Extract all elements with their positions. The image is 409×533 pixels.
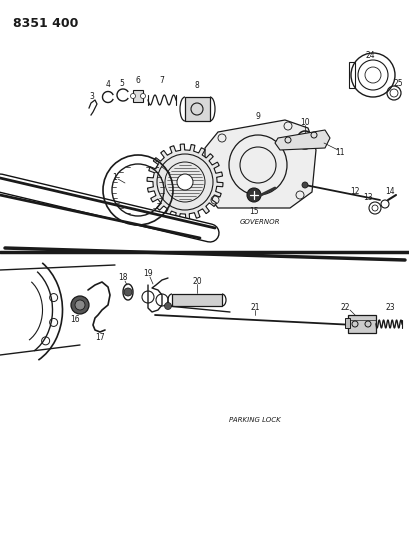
Text: 22: 22 [339,303,349,312]
Text: 23: 23 [384,303,394,312]
Text: 8: 8 [194,80,199,90]
Text: GOVERNOR: GOVERNOR [239,219,280,225]
Text: 24: 24 [364,51,374,60]
Text: 3: 3 [89,92,94,101]
Bar [347,315,375,333]
Text: 7: 7 [159,76,164,85]
Bar [344,318,349,328]
Text: 8351 400: 8351 400 [13,17,78,30]
Circle shape [164,303,171,310]
Text: 6: 6 [135,76,140,85]
Bar [172,294,221,306]
Circle shape [177,174,193,190]
Circle shape [246,188,261,202]
Text: 15: 15 [249,207,258,216]
Polygon shape [204,120,315,208]
Text: 12: 12 [349,188,359,197]
Text: 5: 5 [119,78,124,87]
Text: 21: 21 [249,303,259,312]
Text: 17: 17 [95,334,105,343]
Bar [184,97,209,121]
Text: 18: 18 [118,273,128,282]
Text: 10: 10 [299,117,309,126]
Circle shape [140,93,145,99]
Circle shape [75,300,85,310]
Text: 11: 11 [335,148,344,157]
Text: PARKING LOCK: PARKING LOCK [229,417,280,423]
Bar [348,62,354,88]
Polygon shape [274,130,329,150]
Text: 9: 9 [255,111,260,120]
Text: 13: 13 [362,193,372,203]
Circle shape [71,296,89,314]
Circle shape [130,93,135,99]
Circle shape [124,288,132,296]
Text: 25: 25 [392,78,402,87]
Circle shape [301,182,307,188]
Text: 1: 1 [112,173,117,182]
Bar [133,90,143,102]
Text: 20: 20 [192,278,201,287]
Text: 2: 2 [154,160,159,169]
Text: 16: 16 [70,316,80,325]
Text: 14: 14 [384,188,394,197]
Text: 19: 19 [143,270,153,279]
Text: 4: 4 [105,79,110,88]
Polygon shape [147,144,222,220]
